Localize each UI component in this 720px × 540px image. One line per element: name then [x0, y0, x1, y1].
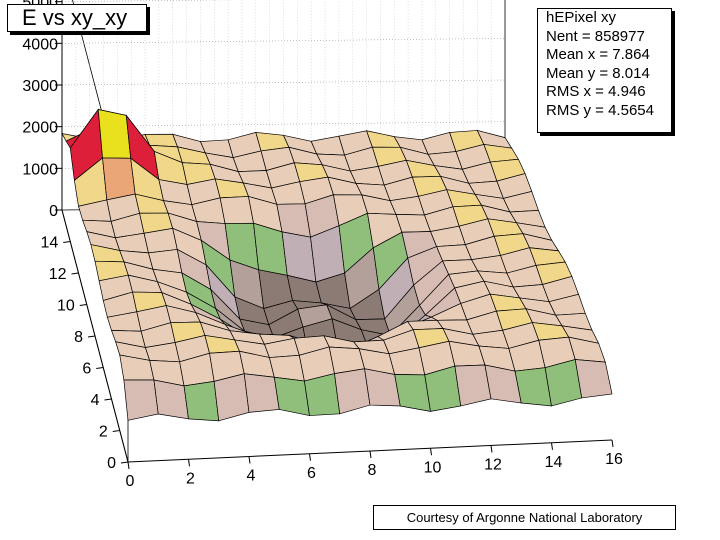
grid-line [61, 121, 506, 127]
stats-line: Mean x = 7.864 [546, 46, 650, 64]
surface-cell [153, 379, 189, 420]
y-tick-label: 8 [74, 329, 83, 346]
x-tick [248, 456, 251, 464]
y-tick-label: 10 [57, 298, 75, 315]
y-tick [120, 461, 129, 464]
y-tick [104, 398, 112, 401]
x-tick-label: 2 [186, 470, 195, 487]
x-tick [188, 459, 190, 467]
grid-line [61, 79, 506, 86]
y-tick [87, 335, 96, 338]
surface-cell [334, 368, 371, 415]
x-tick-label: 0 [126, 473, 135, 490]
z-tick-label: 3000 [22, 78, 58, 95]
x-tick [611, 439, 614, 448]
surface-cell [394, 374, 431, 412]
x-tick-label: 6 [307, 465, 316, 482]
x-tick [551, 442, 553, 450]
x-tick-label: 4 [247, 468, 256, 485]
surface-cell [213, 373, 250, 422]
x-tick [490, 445, 493, 453]
chart-title: E vs xy_xy [22, 5, 128, 30]
stats-name: hEPixel xy [546, 9, 617, 26]
stats-line: RMS y = 4.5654 [546, 101, 654, 119]
x-tick-label: 12 [484, 457, 502, 474]
y-tick [63, 241, 71, 243]
stats-line: Mean y = 8.014 [546, 64, 650, 82]
credit-box: Courtesy of Argonne National Laboratory [373, 505, 676, 530]
y-tick-label: 12 [49, 266, 67, 283]
surface-cell [454, 364, 492, 407]
x-tick-label: 14 [545, 454, 563, 471]
surface-cell [97, 109, 132, 159]
surface-cell [483, 143, 519, 163]
surface-cell [304, 373, 341, 416]
x-tick [430, 448, 432, 456]
z-tick-label: 2000 [22, 120, 58, 137]
surface-mesh [61, 108, 613, 422]
stats-box: hEPixel xy Nent = 858977 Mean x = 7.864 … [537, 8, 672, 133]
surface-cell [102, 157, 136, 201]
stats-line: RMS x = 4.946 [546, 83, 646, 101]
y-tick-label: 0 [107, 455, 116, 472]
credit-text: Courtesy of Argonne National Laboratory [406, 510, 643, 525]
x-tick [369, 450, 372, 459]
z-tick-label: 4000 [22, 36, 58, 53]
x-tick [309, 453, 311, 461]
y-tick-label: 4 [91, 392, 100, 409]
chart-title-box: E vs xy_xy [7, 4, 147, 32]
y-tick [112, 430, 120, 432]
surface-cell [183, 380, 220, 422]
surface-cell [219, 196, 254, 224]
x-tick-label: 10 [424, 459, 442, 476]
x-tick [127, 461, 130, 470]
y-tick [96, 367, 104, 369]
surface-cell [406, 319, 444, 331]
stats-line: Nent = 858977 [546, 27, 645, 45]
y-tick [71, 272, 79, 275]
surface-cell [273, 376, 310, 417]
surface-cell [574, 359, 613, 399]
y-tick-label: 2 [99, 424, 108, 441]
z-tick-label: 0 [49, 203, 58, 220]
y-tick-label: 6 [82, 361, 91, 378]
grid-line [61, 38, 506, 44]
y-tick-label: 14 [40, 235, 58, 252]
y-tick [79, 304, 87, 306]
surface-cell [243, 373, 280, 413]
x-tick-label: 16 [605, 451, 623, 468]
plot-axes: 0 2 4 6 8 10 12 14 16024681012140100020003000400… [22, 0, 623, 490]
x-tick-label: 8 [368, 462, 377, 479]
surface-cell [123, 379, 159, 421]
z-tick-label: 1000 [22, 161, 58, 178]
